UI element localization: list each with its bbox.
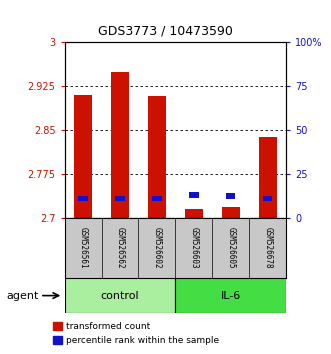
- Bar: [78, 195, 88, 201]
- Bar: [185, 209, 203, 218]
- Text: GSM526603: GSM526603: [189, 227, 198, 269]
- Bar: [74, 95, 92, 218]
- Text: GDS3773 / 10473590: GDS3773 / 10473590: [98, 24, 233, 37]
- Text: GSM526562: GSM526562: [116, 227, 124, 269]
- Text: agent: agent: [7, 291, 39, 301]
- Bar: [263, 195, 272, 201]
- Bar: [116, 195, 124, 201]
- Bar: [111, 72, 129, 218]
- Legend: transformed count, percentile rank within the sample: transformed count, percentile rank withi…: [53, 322, 219, 345]
- Bar: [222, 207, 240, 218]
- Text: control: control: [101, 291, 139, 301]
- Bar: [189, 192, 199, 198]
- Text: GSM526602: GSM526602: [153, 227, 162, 269]
- Text: GSM526678: GSM526678: [263, 227, 272, 269]
- Bar: [259, 137, 277, 218]
- Text: GSM526605: GSM526605: [226, 227, 235, 269]
- Bar: [152, 195, 162, 201]
- Bar: [226, 193, 235, 199]
- Bar: [175, 278, 286, 313]
- Text: GSM526561: GSM526561: [78, 227, 87, 269]
- Text: IL-6: IL-6: [221, 291, 241, 301]
- Bar: [148, 96, 166, 218]
- Bar: [65, 278, 175, 313]
